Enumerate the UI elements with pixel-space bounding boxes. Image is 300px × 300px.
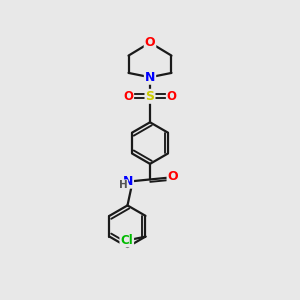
Text: H: H [118,180,127,190]
Text: S: S [146,90,154,103]
Text: Cl: Cl [120,234,133,247]
Text: O: O [167,90,177,103]
Text: N: N [145,71,155,84]
Text: N: N [123,175,133,188]
Text: O: O [123,90,133,103]
Text: O: O [168,170,178,183]
Text: O: O [145,36,155,49]
